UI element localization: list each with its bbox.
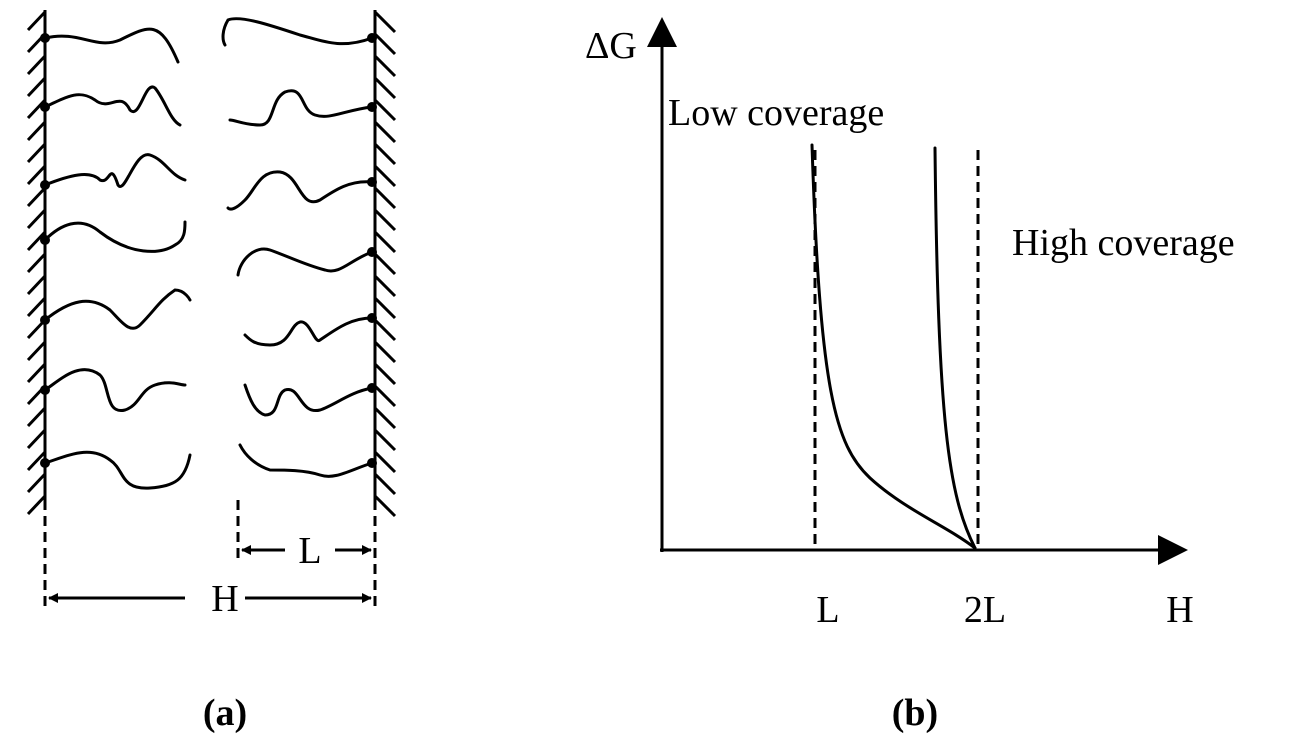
anchor-dot [367, 33, 377, 43]
low-coverage-curve [810, 143, 977, 550]
hatch [26, 340, 47, 362]
panel-b: ΔG Low coverage High coverage L 2L H (b) [585, 17, 1235, 734]
chain [43, 85, 182, 127]
chain [43, 153, 187, 188]
hatch [373, 76, 397, 100]
hatch [373, 120, 397, 144]
hatch [373, 54, 397, 78]
anchor-dot [40, 385, 50, 395]
hatch [373, 186, 397, 210]
y-axis-label: ΔG [585, 25, 637, 67]
hatch [373, 252, 397, 276]
anchor-dot [367, 247, 377, 257]
chain [43, 27, 180, 64]
high-coverage-label: High coverage [1012, 222, 1235, 264]
chain [238, 443, 374, 478]
chain [243, 316, 374, 347]
hatch [373, 98, 397, 122]
x-tick-label: 2L [964, 589, 1006, 631]
caption: (b) [892, 692, 938, 734]
hatch [373, 274, 397, 298]
hatch [26, 54, 47, 76]
hatch [26, 362, 47, 384]
anchor-dot [367, 177, 377, 187]
hatch [373, 428, 397, 452]
anchor-dot [367, 102, 377, 112]
anchor-dot [367, 458, 377, 468]
chain [228, 89, 374, 127]
hatch [26, 230, 47, 252]
hatch [26, 274, 47, 296]
chain [43, 368, 187, 412]
hatch [373, 32, 397, 56]
hatch [373, 230, 397, 254]
hatch [373, 494, 397, 518]
hatch [26, 208, 47, 230]
hatch [373, 208, 397, 232]
anchor-dot [40, 235, 50, 245]
hatch [26, 472, 47, 494]
hatch [373, 450, 397, 474]
chain [43, 220, 187, 253]
hatch [26, 494, 47, 516]
anchor-dot [40, 315, 50, 325]
hatch [26, 76, 47, 98]
hatch [373, 296, 397, 320]
anchor-dot [40, 458, 50, 468]
anchor-dot [367, 383, 377, 393]
hatch [373, 362, 397, 386]
hatching [26, 10, 397, 518]
anchor-dots [40, 33, 377, 468]
chain [226, 170, 374, 211]
hatch [26, 252, 47, 274]
hatch [26, 164, 47, 186]
hatch [373, 318, 397, 342]
hatch [373, 164, 397, 188]
anchor-dot [40, 33, 50, 43]
hatch [373, 142, 397, 166]
panel-a: L H (a) [26, 10, 397, 734]
chain [243, 383, 374, 417]
high-coverage-curve [933, 146, 977, 550]
anchor-dot [367, 313, 377, 323]
chain [43, 288, 192, 330]
hatch [373, 10, 397, 34]
hatch [26, 296, 47, 318]
hatch [26, 428, 47, 450]
hatch [373, 406, 397, 430]
hatch [26, 450, 47, 472]
caption: (a) [203, 692, 247, 734]
x-tick-label: L [816, 589, 839, 631]
anchor-dot [40, 102, 50, 112]
right-chains [221, 17, 374, 478]
separation-label: H [211, 578, 238, 620]
hatch [26, 120, 47, 142]
hatch [373, 340, 397, 364]
hatch [26, 142, 47, 164]
hatch [26, 186, 47, 208]
chain [236, 247, 374, 277]
hatch [373, 384, 397, 408]
low-coverage-label: Low coverage [668, 92, 884, 134]
x-tick-label: H [1166, 589, 1193, 631]
chain [221, 17, 374, 47]
chain [43, 450, 192, 490]
hatch [373, 472, 397, 496]
left-chains [43, 27, 192, 490]
hatch [26, 406, 47, 428]
anchor-dot [40, 180, 50, 190]
hatch [26, 10, 47, 32]
length-label: L [298, 530, 321, 572]
